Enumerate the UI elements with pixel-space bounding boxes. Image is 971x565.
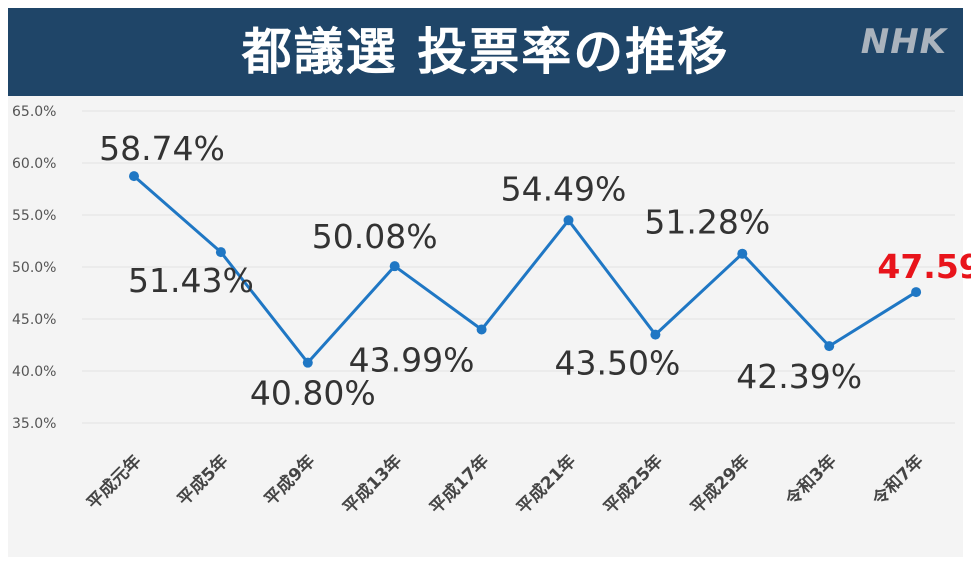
x-tick-label: 平成21年: [512, 451, 580, 519]
x-tick-label: 平成9年: [260, 451, 319, 510]
data-point: [215, 247, 226, 258]
data-point: [911, 287, 922, 298]
y-tick-label: 45.0%: [12, 312, 56, 328]
chart-header: 都議選 投票率の推移 NHK: [8, 8, 963, 96]
data-point: [476, 324, 487, 335]
x-tick-label: 平成17年: [425, 451, 493, 519]
x-tick-label: 平成29年: [686, 451, 754, 519]
y-tick-label: 65.0%: [12, 104, 56, 120]
x-tick-label: 令和7年: [868, 451, 927, 510]
y-tick-label: 35.0%: [12, 416, 56, 432]
y-tick-label: 60.0%: [12, 156, 56, 172]
data-point: [129, 171, 139, 182]
data-label: 43.50%: [554, 344, 680, 383]
data-label: 58.74%: [99, 129, 225, 168]
x-tick-label: 令和3年: [781, 451, 840, 510]
chart-title: 都議選 投票率の推移: [241, 23, 730, 81]
data-label: 43.99%: [349, 341, 475, 380]
data-point: [824, 341, 835, 352]
data-label: 50.08%: [312, 217, 438, 256]
data-label: 54.49%: [501, 169, 627, 208]
data-label: 47.59%: [877, 247, 971, 286]
y-tick-label: 40.0%: [12, 364, 56, 380]
data-label: 51.43%: [128, 261, 254, 300]
data-label: 42.39%: [736, 357, 862, 396]
x-tick-label: 平成25年: [599, 451, 667, 519]
data-point: [650, 329, 661, 340]
y-tick-label: 50.0%: [12, 260, 56, 276]
x-tick-label: 平成13年: [339, 451, 407, 519]
data-label: 40.80%: [250, 374, 376, 413]
series-line: [133, 174, 917, 365]
x-tick-label: 平成元年: [83, 451, 146, 514]
y-tick-label: 55.0%: [12, 208, 56, 224]
x-tick-label: 平成5年: [173, 451, 232, 510]
data-label: 51.28%: [644, 203, 770, 242]
nhk-logo: NHK: [860, 22, 947, 62]
data-point: [389, 261, 400, 272]
data-point: [737, 248, 748, 259]
data-point: [563, 215, 574, 226]
data-point: [302, 357, 313, 368]
